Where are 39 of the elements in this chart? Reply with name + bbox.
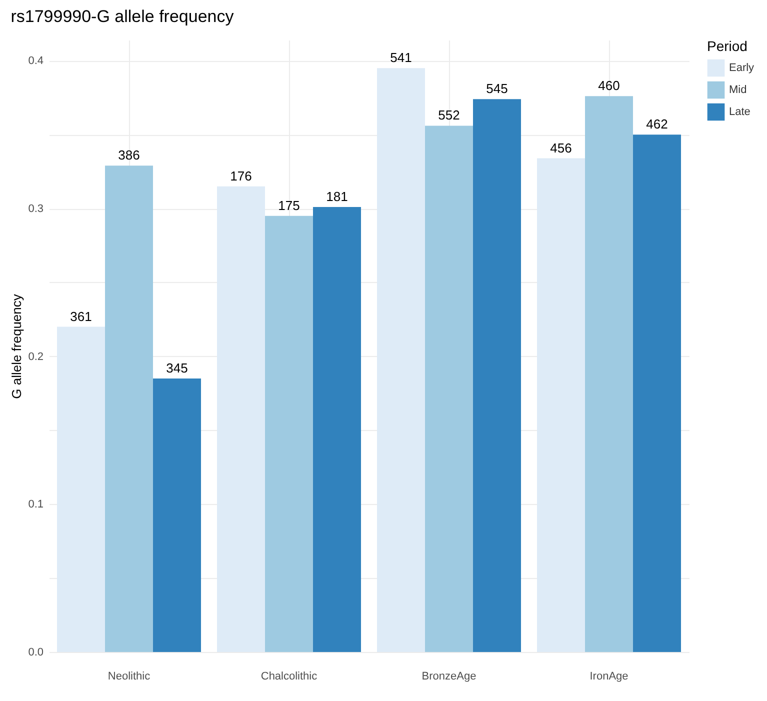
annotation: 462 — [646, 116, 668, 132]
bar — [537, 158, 585, 652]
y-tick-label: 0.0 — [28, 646, 44, 658]
annotation: 541 — [390, 50, 412, 66]
annotation: 175 — [278, 198, 300, 213]
bar — [473, 99, 521, 652]
bar — [585, 96, 633, 652]
y-axis-title: G allele frequency — [9, 294, 24, 399]
bar — [57, 326, 105, 652]
chart-title: rs1799990-G allele frequency — [10, 7, 234, 26]
annotation: 552 — [438, 108, 460, 123]
annotation: 456 — [550, 140, 572, 156]
bar — [377, 68, 425, 652]
y-tick-label: 0.3 — [28, 203, 44, 216]
annotation: 386 — [118, 148, 140, 163]
legend-label: Late — [729, 106, 750, 118]
y-tick-label: 0.4 — [28, 55, 44, 68]
bar — [153, 378, 201, 652]
annotation: 361 — [70, 308, 92, 324]
x-tick-label: Chalcolithic — [260, 670, 318, 682]
legend-label: Early — [729, 62, 755, 74]
bar — [425, 126, 473, 652]
bar — [265, 216, 313, 652]
legend-title: Period — [707, 38, 748, 54]
x-tick-label: IronAge — [590, 670, 628, 682]
annotation: 460 — [598, 78, 620, 94]
bar — [105, 166, 153, 652]
y-tick-label: 0.2 — [28, 350, 44, 363]
bar — [633, 134, 681, 652]
x-tick-label: Neolithic — [108, 670, 151, 682]
x-tick-label: BronzeAge — [422, 670, 476, 682]
bar — [313, 207, 361, 652]
bar — [217, 186, 265, 652]
annotation: 181 — [326, 189, 348, 204]
legend-label: Mid — [729, 84, 747, 96]
annotation: 176 — [230, 168, 252, 184]
annotation: 545 — [486, 81, 508, 96]
annotation: 345 — [166, 360, 188, 376]
y-tick-label: 0.1 — [28, 498, 44, 511]
